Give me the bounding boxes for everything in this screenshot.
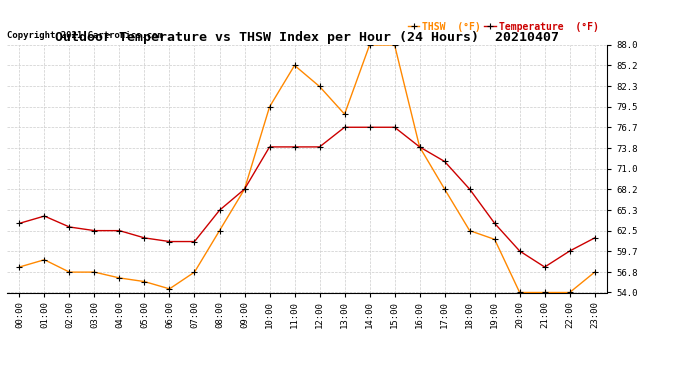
Temperature  (°F) (115, 228, 124, 233)
Temperature  (°F) (215, 208, 224, 213)
Temperature  (°F) (366, 125, 374, 129)
Line: THSW  (°F): THSW (°F) (17, 42, 598, 295)
THSW  (°F) (115, 276, 124, 280)
Temperature  (°F) (391, 125, 399, 129)
THSW  (°F) (40, 258, 48, 262)
Text: Copyright 2021 Cartronics.com: Copyright 2021 Cartronics.com (7, 31, 163, 40)
THSW  (°F) (515, 290, 524, 295)
THSW  (°F) (215, 228, 224, 233)
Legend: THSW  (°F), Temperature  (°F): THSW (°F), Temperature (°F) (404, 18, 602, 36)
Temperature  (°F) (66, 225, 74, 229)
THSW  (°F) (15, 265, 23, 269)
Temperature  (°F) (240, 187, 248, 191)
Temperature  (°F) (190, 239, 199, 244)
THSW  (°F) (391, 43, 399, 47)
Title: Outdoor Temperature vs THSW Index per Hour (24 Hours)  20210407: Outdoor Temperature vs THSW Index per Ho… (55, 31, 559, 44)
Temperature  (°F) (15, 221, 23, 226)
THSW  (°F) (340, 112, 348, 116)
Temperature  (°F) (591, 236, 599, 240)
THSW  (°F) (591, 270, 599, 274)
Temperature  (°F) (140, 236, 148, 240)
THSW  (°F) (415, 145, 424, 149)
THSW  (°F) (491, 237, 499, 242)
Temperature  (°F) (40, 214, 48, 218)
Temperature  (°F) (166, 239, 174, 244)
THSW  (°F) (366, 43, 374, 47)
Temperature  (°F) (566, 249, 574, 253)
Temperature  (°F) (540, 265, 549, 269)
Temperature  (°F) (340, 125, 348, 129)
THSW  (°F) (190, 270, 199, 274)
Temperature  (°F) (90, 228, 99, 233)
THSW  (°F) (140, 279, 148, 284)
THSW  (°F) (315, 84, 324, 89)
Temperature  (°F) (440, 159, 449, 164)
THSW  (°F) (90, 270, 99, 274)
Temperature  (°F) (466, 187, 474, 191)
THSW  (°F) (466, 228, 474, 233)
THSW  (°F) (290, 63, 299, 68)
THSW  (°F) (540, 290, 549, 295)
THSW  (°F) (566, 290, 574, 295)
Temperature  (°F) (290, 145, 299, 149)
Line: Temperature  (°F): Temperature (°F) (17, 124, 598, 270)
THSW  (°F) (66, 270, 74, 274)
Temperature  (°F) (315, 145, 324, 149)
Temperature  (°F) (415, 145, 424, 149)
THSW  (°F) (440, 187, 449, 191)
THSW  (°F) (266, 105, 274, 109)
Temperature  (°F) (515, 249, 524, 253)
Temperature  (°F) (491, 221, 499, 226)
Temperature  (°F) (266, 145, 274, 149)
THSW  (°F) (240, 187, 248, 191)
THSW  (°F) (166, 286, 174, 291)
